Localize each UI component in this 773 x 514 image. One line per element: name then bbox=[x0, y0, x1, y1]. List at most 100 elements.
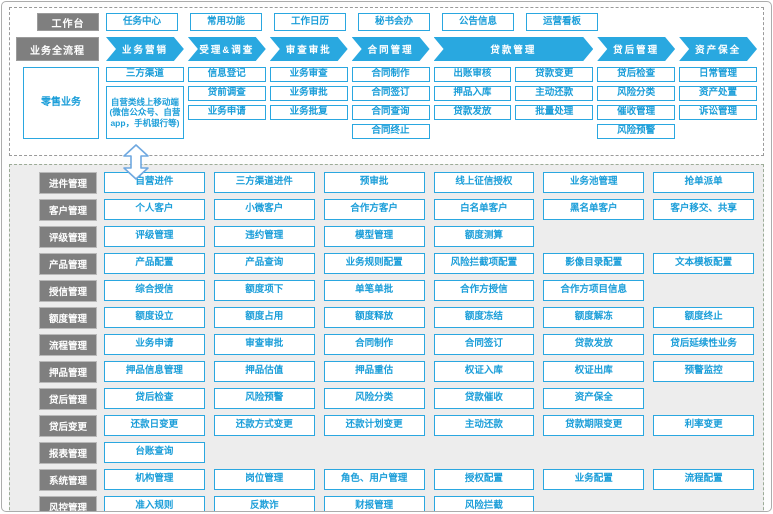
retail-item: 批量处理 bbox=[515, 105, 594, 120]
module-label: 贷后管理 bbox=[39, 388, 97, 410]
top-panel: 工作台 任务中心 常用功能 工作日历 秘书会办 公告信息 运营看板 业务全流程 业务营销受… bbox=[9, 7, 764, 180]
module-label: 客户管理 bbox=[39, 199, 97, 221]
module-label: 贷后变更 bbox=[39, 415, 97, 437]
retail-item: 业务审批 bbox=[269, 86, 348, 101]
retail-item: 资产处置 bbox=[679, 86, 757, 101]
module-label: 评级管理 bbox=[39, 226, 97, 248]
module-item: 产品查询 bbox=[213, 253, 315, 274]
module-row: 贷后变更 还款日变更 还款方式变更 还款计划变更 主动还款 贷款期限变更 利率变更 bbox=[19, 415, 754, 437]
module-item: 业务申请 bbox=[104, 334, 205, 355]
module-item: 额度释放 bbox=[323, 307, 425, 328]
retail-columns: 三方渠道 自营类线上移动端(微信公众号、自营app，手机银行等) 信息登记 贷前调查业… bbox=[106, 67, 757, 139]
module-row: 风控管理 准入规则 反欺诈 财报管理 风险拦截 bbox=[19, 496, 754, 511]
module-item: 抢单派单 bbox=[653, 172, 754, 193]
module-row: 客户管理 个人客户 小微客户 合作方客户 白名单客户 黑名单客户 客户移交、共享 bbox=[19, 199, 754, 221]
module-label: 产品管理 bbox=[39, 253, 97, 275]
module-row: 流程管理 业务申请 审查审批 合同制作 合同签订 贷款发放 贷后延续性业务 bbox=[19, 334, 754, 356]
retail-row: 零售业务 三方渠道 自营类线上移动端(微信公众号、自营app，手机银行等) 信息登记… bbox=[16, 67, 757, 139]
module-item: 业务池管理 bbox=[543, 172, 645, 193]
retail-item: 合同签订 bbox=[351, 86, 430, 101]
retail-item: 合同终止 bbox=[351, 124, 430, 139]
module-item: 主动还款 bbox=[433, 415, 535, 436]
flow-step-arrow: 贷款管理 bbox=[434, 37, 594, 61]
module-item: 贷款期限变更 bbox=[543, 415, 645, 436]
module-row: 贷后管理 贷后检查 风险预警 风险分类 贷款催收 资产保全 bbox=[19, 388, 754, 410]
module-item: 黑名单客户 bbox=[543, 199, 645, 220]
module-item: 评级管理 bbox=[104, 226, 205, 247]
module-item: 权证出库 bbox=[543, 361, 645, 382]
retail-item: 主动还款 bbox=[515, 86, 594, 101]
module-item: 个人客户 bbox=[104, 199, 205, 220]
module-item: 合同制作 bbox=[323, 334, 425, 355]
module-item: 角色、用户管理 bbox=[323, 469, 425, 490]
module-label: 流程管理 bbox=[39, 334, 97, 356]
retail-label: 零售业务 bbox=[23, 67, 99, 139]
module-item: 额度项下 bbox=[213, 280, 315, 301]
module-item: 财报管理 bbox=[323, 496, 425, 511]
module-item: 三方渠道进件 bbox=[213, 172, 315, 193]
module-item: 押品信息管理 bbox=[104, 361, 205, 382]
workbench-item: 运营看板 bbox=[526, 13, 598, 31]
module-item: 机构管理 bbox=[104, 469, 205, 490]
module-row: 报表管理 台账查询 bbox=[19, 442, 754, 464]
module-item: 风险分类 bbox=[323, 388, 425, 409]
module-item: 还款方式变更 bbox=[213, 415, 315, 436]
flow-step-arrow: 业务营销 bbox=[106, 37, 184, 61]
process-flow-label: 业务全流程 bbox=[16, 37, 99, 61]
module-item: 押品估值 bbox=[213, 361, 315, 382]
module-items: 押品信息管理 押品估值 押品重估 权证入库 权证出库 预警监控 bbox=[104, 361, 754, 382]
retail-item: 日常管理 bbox=[679, 67, 757, 82]
module-items: 还款日变更 还款方式变更 还款计划变更 主动还款 贷款期限变更 利率变更 bbox=[104, 415, 754, 436]
retail-column: 合同制作合同签订合同查询合同终止 bbox=[351, 67, 430, 139]
module-items: 台账查询 bbox=[104, 442, 754, 463]
retail-item: 合同查询 bbox=[351, 105, 430, 120]
retail-item: 催收管理 bbox=[597, 105, 676, 120]
module-items: 额度设立 额度占用 额度释放 额度冻结 额度解冻 额度终止 bbox=[104, 307, 754, 328]
retail-item: 押品入库 bbox=[433, 86, 512, 101]
retail-item: 风险分类 bbox=[597, 86, 676, 101]
flow-step-arrow: 资产保全 bbox=[679, 37, 757, 61]
retail-column: 业务审查 业务审批 业务批复 bbox=[269, 67, 348, 139]
module-item: 额度占用 bbox=[213, 307, 315, 328]
retail-item: 业务申请 bbox=[187, 105, 266, 120]
module-item: 合同签订 bbox=[433, 334, 535, 355]
module-item: 押品重估 bbox=[323, 361, 425, 382]
retail-item: 诉讼管理 bbox=[679, 105, 757, 120]
module-items: 机构管理 岗位管理 角色、用户管理 授权配置 业务配置 流程配置 bbox=[104, 469, 754, 490]
module-row: 额度管理 额度设立 额度占用 额度释放 额度冻结 额度解冻 额度终止 bbox=[19, 307, 754, 329]
up-down-arrow-icon bbox=[123, 144, 149, 180]
process-flow-steps: 业务营销 受理&调查 审查审批 合同管理 贷款管理 贷后管理 资产保全 bbox=[106, 37, 757, 61]
module-items: 自营进件 三方渠道进件 预审批 线上征信授权 业务池管理 抢单派单 bbox=[104, 172, 754, 193]
modules-panel: 进件管理 自营进件 三方渠道进件 预审批 线上征信授权 业务池管理 抢单派单 客户管理 个人客户… bbox=[9, 164, 764, 511]
retail-column: 日常管理资产处置诉讼管理 bbox=[679, 67, 757, 139]
retail-item: 贷后检查 bbox=[597, 67, 676, 82]
module-item: 综合授信 bbox=[104, 280, 205, 301]
module-items: 产品配置 产品查询 业务规则配置 风险拦截项配置 影像目录配置 文本模板配置 bbox=[104, 253, 754, 274]
module-item: 贷后延续性业务 bbox=[653, 334, 754, 355]
module-items: 评级管理 违约管理 模型管理 额度测算 bbox=[104, 226, 754, 247]
module-item: 预警监控 bbox=[653, 361, 754, 382]
module-item: 流程配置 bbox=[653, 469, 754, 490]
module-item: 违约管理 bbox=[213, 226, 315, 247]
module-item: 额度测算 bbox=[433, 226, 535, 247]
retail-column: 三方渠道 自营类线上移动端(微信公众号、自营app，手机银行等) bbox=[106, 67, 184, 139]
retail-item: 贷款变更 bbox=[515, 67, 594, 82]
flow-step-arrow: 合同管理 bbox=[352, 37, 430, 61]
module-row: 授信管理 综合授信 额度项下 单笔单批 合作方授信 合作方项目信息 bbox=[19, 280, 754, 302]
module-items: 贷后检查 风险预警 风险分类 贷款催收 资产保全 bbox=[104, 388, 754, 409]
module-item: 准入规则 bbox=[104, 496, 205, 511]
retail-item: 合同制作 bbox=[351, 67, 430, 82]
module-row: 产品管理 产品配置 产品查询 业务规则配置 风险拦截项配置 影像目录配置 文本模板配置 bbox=[19, 253, 754, 275]
module-item: 授权配置 bbox=[433, 469, 535, 490]
module-item: 权证入库 bbox=[433, 361, 535, 382]
module-item: 自营进件 bbox=[104, 172, 205, 193]
flow-step-arrow: 受理&调查 bbox=[188, 37, 266, 61]
retail-column: 出账审核 押品入库 贷款发放 bbox=[433, 67, 512, 139]
workbench-items: 任务中心 常用功能 工作日历 秘书会办 公告信息 运营看板 bbox=[106, 13, 598, 31]
module-item: 白名单客户 bbox=[433, 199, 535, 220]
module-item: 合作方客户 bbox=[323, 199, 425, 220]
process-flow-row: 业务全流程 业务营销 受理&调查 审查审批 合同管理 贷款管理 贷后管理 资产保全 bbox=[16, 37, 757, 61]
module-item: 产品配置 bbox=[104, 253, 205, 274]
module-item: 线上征信授权 bbox=[433, 172, 535, 193]
